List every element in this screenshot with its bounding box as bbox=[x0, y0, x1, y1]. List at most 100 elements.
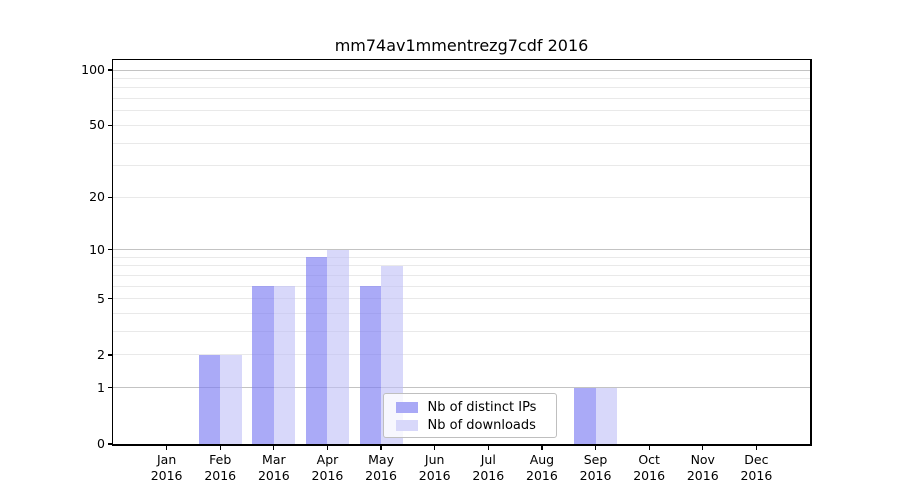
legend-swatch-downloads bbox=[395, 420, 418, 431]
x-tick-year: 2016 bbox=[257, 468, 290, 483]
x-tick-month: Feb bbox=[209, 452, 232, 467]
x-tick-dec bbox=[755, 445, 758, 450]
legend: Nb of distinct IPs Nb of downloads bbox=[382, 393, 557, 438]
chart-title: mm74av1mmentrezg7cdf 2016 bbox=[334, 36, 589, 55]
y-tick-label-0: 0 bbox=[97, 436, 105, 451]
x-tick-oct bbox=[648, 445, 650, 450]
y-tick-label-10: 10 bbox=[89, 241, 105, 257]
y-tick-label-20: 20 bbox=[89, 189, 105, 205]
bar-distinct-ips-feb bbox=[198, 354, 221, 444]
x-tick-month: Nov bbox=[690, 452, 715, 467]
plot-area: Nb of distinct IPs Nb of downloads bbox=[113, 60, 810, 444]
x-tick-year: 2016 bbox=[150, 468, 183, 483]
x-tick-year: 2016 bbox=[472, 468, 505, 483]
y-tick-50 bbox=[108, 124, 113, 127]
legend-item-distinct-ips: Nb of distinct IPs bbox=[395, 399, 556, 416]
x-tick-month: May bbox=[368, 452, 394, 467]
gridline-major-100 bbox=[113, 69, 810, 71]
x-tick-mar bbox=[273, 445, 275, 450]
gridline-minor-6 bbox=[113, 285, 810, 287]
bar-distinct-ips-may bbox=[359, 286, 382, 444]
x-tick-year: 2016 bbox=[740, 468, 773, 483]
x-tick-year: 2016 bbox=[633, 468, 666, 483]
gridline-minor-8 bbox=[113, 265, 810, 267]
x-tick-label-nov: Nov 2016 bbox=[663, 452, 743, 484]
x-tick-label-jan: Jan 2016 bbox=[127, 452, 207, 484]
gridline-minor-5 bbox=[113, 298, 810, 300]
x-tick-label-jul: Jul 2016 bbox=[448, 452, 528, 484]
gridline-minor-30 bbox=[113, 165, 810, 167]
gridline-minor-7 bbox=[113, 274, 810, 276]
x-tick-label-feb: Feb 2016 bbox=[180, 452, 260, 484]
legend-swatch-distinct-ips bbox=[395, 402, 418, 413]
x-tick-label-aug: Aug 2016 bbox=[502, 452, 582, 484]
gridline-minor-70 bbox=[113, 98, 810, 100]
x-tick-aug bbox=[541, 445, 543, 450]
x-tick-sep bbox=[594, 445, 597, 450]
x-tick-label-dec: Dec 2016 bbox=[716, 452, 796, 484]
gridline-major-10 bbox=[113, 249, 810, 251]
x-tick-month: Jan bbox=[156, 452, 177, 467]
x-tick-apr bbox=[326, 445, 329, 450]
gridline-minor-2 bbox=[113, 354, 810, 356]
x-tick-jan bbox=[165, 445, 168, 450]
gridline-minor-40 bbox=[113, 142, 810, 144]
x-tick-year: 2016 bbox=[311, 468, 344, 483]
gridline-minor-3 bbox=[113, 331, 810, 333]
x-tick-month: Sep bbox=[583, 452, 608, 467]
y-tick-2 bbox=[108, 354, 113, 356]
y-tick-1 bbox=[108, 387, 113, 389]
gridline-minor-50 bbox=[113, 124, 810, 126]
x-tick-may bbox=[380, 445, 382, 450]
y-tick-100 bbox=[108, 69, 113, 71]
x-tick-label-may: May 2016 bbox=[341, 452, 421, 484]
x-tick-year: 2016 bbox=[579, 468, 612, 483]
bar-downloads-feb bbox=[220, 354, 242, 444]
y-tick-label-100: 100 bbox=[81, 62, 105, 77]
axis-spine-top bbox=[111, 58, 812, 60]
x-tick-year: 2016 bbox=[204, 468, 237, 483]
gridline-major-1 bbox=[113, 387, 810, 389]
x-tick-year: 2016 bbox=[365, 468, 397, 483]
gridline-minor-90 bbox=[113, 77, 810, 79]
bar-distinct-ips-apr bbox=[305, 257, 328, 444]
x-tick-label-oct: Oct 2016 bbox=[609, 452, 689, 484]
y-tick-label-5: 5 bbox=[97, 290, 105, 306]
x-tick-month: Oct bbox=[638, 452, 660, 467]
y-tick-0 bbox=[108, 443, 113, 445]
legend-item-downloads: Nb of downloads bbox=[395, 417, 556, 434]
axis-spine-left bbox=[111, 58, 113, 446]
legend-label-distinct-ips: Nb of distinct IPs bbox=[427, 399, 537, 415]
gridline-minor-4 bbox=[113, 313, 810, 315]
axis-spine-right bbox=[810, 58, 812, 446]
gridline-minor-20 bbox=[113, 196, 810, 198]
legend-label-downloads: Nb of downloads bbox=[427, 417, 536, 433]
bar-distinct-ips-sep bbox=[574, 387, 596, 444]
gridline-minor-60 bbox=[113, 110, 810, 112]
x-tick-label-sep: Sep 2016 bbox=[556, 452, 636, 484]
x-tick-jul bbox=[487, 445, 489, 450]
x-tick-nov bbox=[702, 445, 704, 450]
y-tick-20 bbox=[108, 196, 113, 198]
x-tick-month: Mar bbox=[262, 452, 286, 467]
y-tick-label-50: 50 bbox=[89, 117, 105, 133]
x-tick-label-jun: Jun 2016 bbox=[395, 452, 475, 484]
x-tick-month: Dec bbox=[744, 452, 769, 467]
y-tick-label-1: 1 bbox=[97, 379, 105, 395]
x-tick-year: 2016 bbox=[418, 468, 451, 483]
x-tick-feb bbox=[219, 445, 221, 450]
bar-downloads-mar bbox=[273, 286, 296, 444]
y-tick-5 bbox=[108, 298, 113, 300]
x-tick-year: 2016 bbox=[526, 468, 558, 483]
x-tick-year: 2016 bbox=[686, 468, 719, 483]
axis-spine-bottom bbox=[111, 444, 812, 446]
gridline-minor-80 bbox=[113, 87, 810, 89]
x-tick-label-apr: Apr 2016 bbox=[287, 452, 367, 484]
y-tick-label-2: 2 bbox=[97, 346, 105, 362]
x-tick-month: Aug bbox=[529, 452, 555, 467]
gridline-minor-9 bbox=[113, 256, 810, 258]
bar-downloads-apr bbox=[327, 249, 349, 444]
x-tick-month: Jun bbox=[424, 452, 445, 467]
x-tick-jun bbox=[434, 445, 436, 450]
